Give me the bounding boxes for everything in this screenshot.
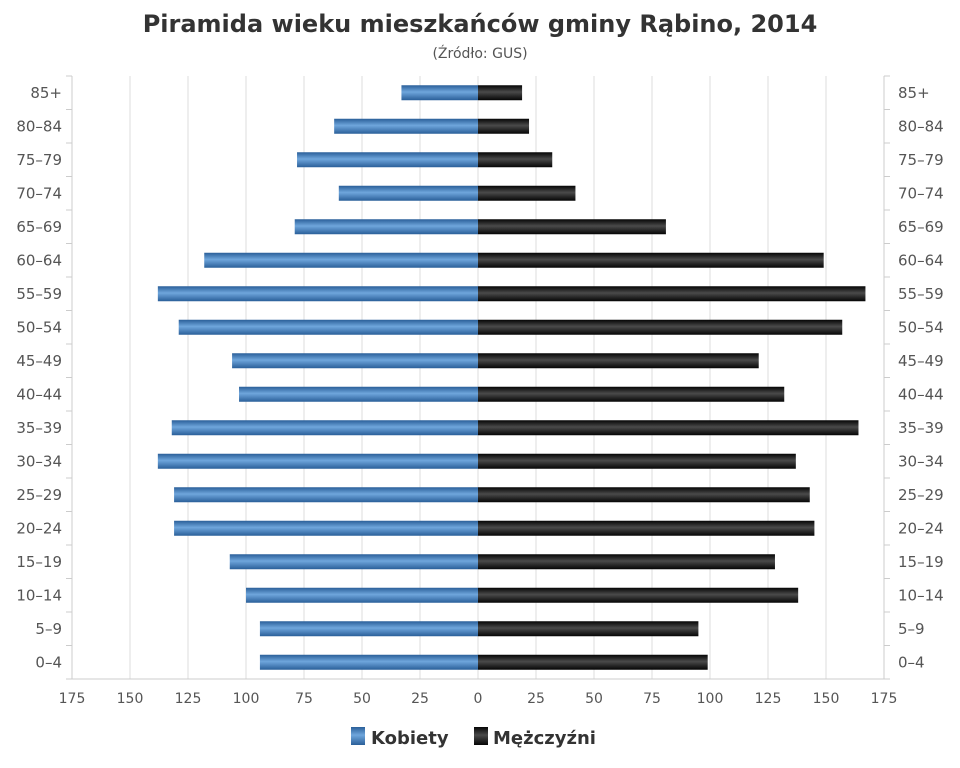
category-label-left: 80–84 [16, 117, 62, 135]
category-label-left: 0–4 [35, 653, 62, 671]
legend-label-male[interactable]: Mężczyźni [493, 728, 596, 749]
x-tick-label: 175 [59, 691, 86, 707]
category-label-right: 10–14 [898, 586, 944, 604]
bar-female [232, 353, 478, 369]
category-label-right: 70–74 [898, 184, 944, 202]
bar-male [478, 152, 553, 168]
category-label-left: 70–74 [16, 184, 62, 202]
bar-female [259, 654, 478, 670]
category-label-right: 30–34 [898, 452, 944, 470]
bar-male [478, 453, 796, 469]
category-label-right: 0–4 [898, 653, 925, 671]
category-label-right: 35–39 [898, 419, 944, 437]
category-label-right: 5–9 [898, 620, 925, 638]
bar-male [478, 353, 759, 369]
bar-male [478, 654, 708, 670]
bar-female [171, 420, 478, 436]
category-label-left: 5–9 [35, 620, 62, 638]
legend[interactable]: Kobiety Mężczyźni [351, 727, 596, 749]
bar-female [338, 185, 478, 201]
x-tick-label: 150 [813, 691, 840, 707]
bars [157, 85, 866, 670]
category-label-left: 60–64 [16, 251, 62, 269]
bar-male [478, 219, 666, 235]
x-tick-label: 25 [411, 691, 429, 707]
bar-male [478, 252, 824, 268]
bar-female [259, 621, 478, 637]
x-tick-label: 50 [353, 691, 371, 707]
bar-male [478, 621, 699, 637]
x-tick-label: 150 [117, 691, 144, 707]
x-tick-label: 100 [233, 691, 260, 707]
category-label-left: 40–44 [16, 385, 62, 403]
category-label-right: 65–69 [898, 218, 944, 236]
bar-female [204, 252, 479, 268]
bar-female [239, 386, 478, 402]
category-label-left: 65–69 [16, 218, 62, 236]
bar-male [478, 587, 799, 603]
legend-swatch-male[interactable] [474, 727, 488, 745]
bar-male [478, 85, 523, 101]
category-label-right: 45–49 [898, 352, 944, 370]
chart-title: Piramida wieku mieszkańców gminy Rąbino,… [143, 10, 818, 38]
bar-female [334, 118, 478, 134]
category-label-left: 10–14 [16, 586, 62, 604]
bar-female [174, 520, 478, 536]
x-axis-ticks: 175 150 125 100 75 50 25 0 25 50 75 100 125 150 175 [59, 691, 898, 707]
category-label-right: 20–24 [898, 519, 944, 537]
grid-lines [66, 75, 890, 680]
category-label-left: 30–34 [16, 452, 62, 470]
x-tick-label: 0 [474, 691, 483, 707]
x-tick-label: 75 [643, 691, 661, 707]
category-label-left: 85+ [30, 84, 62, 102]
bar-male [478, 487, 810, 503]
chart-subtitle: (Źródło: GUS) [432, 44, 527, 62]
category-label-left: 25–29 [16, 486, 62, 504]
bar-female [229, 554, 478, 570]
x-tick-label: 175 [871, 691, 898, 707]
bar-male [478, 118, 530, 134]
category-label-right: 25–29 [898, 486, 944, 504]
category-label-left: 15–19 [16, 553, 62, 571]
bar-female [294, 219, 478, 235]
bar-female [246, 587, 478, 603]
category-label-left: 45–49 [16, 352, 62, 370]
x-tick-label: 125 [175, 691, 202, 707]
bar-female [178, 319, 478, 335]
category-label-right: 75–79 [898, 151, 944, 169]
bar-male [478, 319, 843, 335]
category-label-left: 55–59 [16, 285, 62, 303]
x-tick-label: 75 [295, 691, 313, 707]
x-tick-label: 100 [697, 691, 724, 707]
category-label-right: 60–64 [898, 251, 944, 269]
bar-male [478, 185, 576, 201]
bar-male [478, 520, 815, 536]
category-label-left: 20–24 [16, 519, 62, 537]
bar-female [157, 453, 478, 469]
category-labels: 85+ 85+ 80–84 80–84 75–79 75–79 70–74 70–74 65–6… [16, 84, 943, 672]
bar-male [478, 420, 859, 436]
category-label-left: 35–39 [16, 419, 62, 437]
category-label-right: 55–59 [898, 285, 944, 303]
x-tick-label: 25 [527, 691, 545, 707]
legend-swatch-female[interactable] [351, 727, 365, 745]
bar-female [157, 286, 478, 302]
bar-female [297, 152, 478, 168]
bar-male [478, 554, 775, 570]
category-label-left: 50–54 [16, 318, 62, 336]
category-label-left: 75–79 [16, 151, 62, 169]
category-label-right: 40–44 [898, 385, 944, 403]
category-label-right: 85+ [898, 84, 930, 102]
bar-female [401, 85, 478, 101]
bar-female [174, 487, 478, 503]
category-label-right: 50–54 [898, 318, 944, 336]
category-label-right: 80–84 [898, 117, 944, 135]
legend-label-female[interactable]: Kobiety [371, 728, 449, 749]
x-tick-label: 50 [585, 691, 603, 707]
category-label-right: 15–19 [898, 553, 944, 571]
bar-male [478, 286, 866, 302]
x-tick-label: 125 [755, 691, 782, 707]
bar-male [478, 386, 785, 402]
